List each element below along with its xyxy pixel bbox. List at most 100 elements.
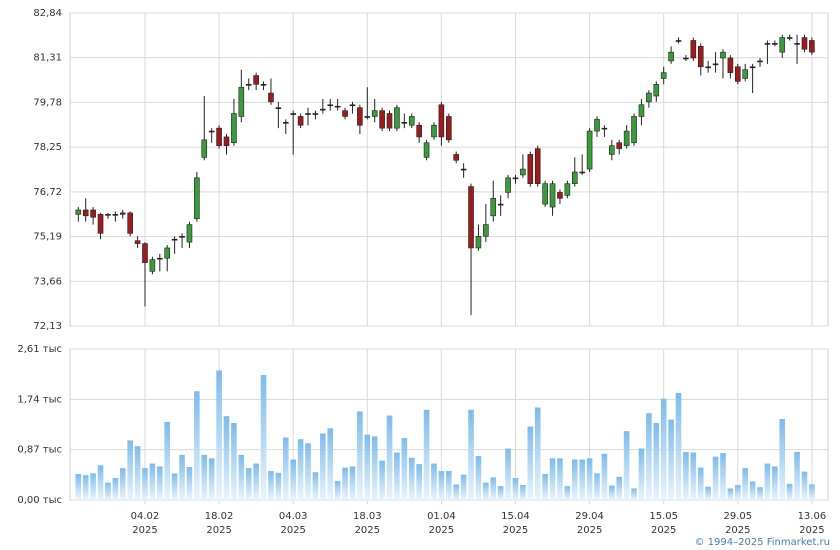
volume-tick-label: 2,61 тыс <box>17 344 62 355</box>
volume-bar <box>394 452 400 500</box>
candle-body <box>260 84 267 86</box>
volume-bar <box>142 468 148 500</box>
candle-body <box>97 214 104 234</box>
volume-bar <box>334 480 341 500</box>
price-frame <box>69 12 829 327</box>
candle-body <box>157 257 163 260</box>
volume-bar <box>260 375 267 500</box>
candle-body <box>690 40 697 59</box>
candle-body <box>416 124 422 138</box>
candle-body <box>483 224 489 237</box>
volume-bar <box>601 453 608 500</box>
copyright: © 1994–2025 Finmarket.ru <box>694 537 830 548</box>
y-tick-label: 76,72 <box>33 187 62 198</box>
volume-bar <box>245 468 252 500</box>
candle-body <box>697 46 704 68</box>
candle-body <box>809 40 815 53</box>
candle-body <box>431 124 437 138</box>
volume-bar <box>490 477 497 500</box>
volume-bar <box>705 486 711 500</box>
volume-bar <box>512 478 519 500</box>
x-tick-label: 01.04 <box>427 511 456 522</box>
candle-body <box>194 177 200 220</box>
candle-body <box>542 183 548 205</box>
volume-bar <box>468 409 474 500</box>
candle-body <box>105 214 111 216</box>
volume-bar <box>112 478 119 500</box>
volume-bar <box>683 451 689 500</box>
volume-bar <box>794 451 800 500</box>
volume-bar <box>90 473 96 500</box>
y-tick-label: 82,84 <box>33 8 62 19</box>
x-tick-label: 2025 <box>132 525 157 536</box>
volume-bar <box>238 454 245 500</box>
volume-bar <box>646 413 652 500</box>
candle-body <box>320 108 326 111</box>
volume-bar <box>675 392 682 500</box>
candle-body <box>564 183 571 196</box>
candle-body <box>786 37 793 39</box>
x-tick-label: 29.04 <box>575 511 604 522</box>
candle-body <box>171 238 178 241</box>
y-tick-label: 75,19 <box>33 232 62 243</box>
candle-body <box>290 113 296 115</box>
candle-body <box>668 51 674 62</box>
y-tick-label: 72,13 <box>33 321 62 332</box>
candle-body <box>275 107 282 109</box>
candle-body <box>653 84 660 97</box>
candle-body <box>490 197 497 217</box>
volume-bar <box>164 421 171 500</box>
candle-body <box>616 142 623 149</box>
candle-body <box>631 116 637 144</box>
volume-bar <box>105 482 111 500</box>
volume-bar <box>312 472 319 500</box>
candle-body <box>534 148 541 184</box>
x-tick-label: 2025 <box>799 525 824 536</box>
volume-bar <box>697 467 704 500</box>
volume-bar <box>401 438 408 500</box>
volume-bar <box>194 391 200 500</box>
candle-body <box>505 177 511 193</box>
volume-bar <box>453 484 460 500</box>
volume-bar <box>668 419 674 500</box>
candle-body <box>297 116 304 126</box>
volume-bar <box>438 471 445 500</box>
volume-bar <box>616 476 623 500</box>
candle-body <box>675 40 682 42</box>
candle-body <box>734 66 741 82</box>
candle-body <box>253 75 259 85</box>
candle-body <box>549 183 556 208</box>
volume-bar <box>282 437 289 500</box>
volume-bar <box>364 434 371 500</box>
volume-bar <box>171 473 178 500</box>
candle-body <box>468 186 474 249</box>
candle-body <box>201 139 208 158</box>
candle-body <box>386 113 393 129</box>
volume-bar <box>720 453 726 500</box>
x-tick-label: 2025 <box>429 525 454 536</box>
candle-body <box>497 203 504 206</box>
volume-bar <box>446 471 452 500</box>
candle-body <box>208 130 215 133</box>
candle-body <box>801 37 808 50</box>
volume-tick-label: 0,87 тыс <box>17 445 62 456</box>
volume-bar <box>549 458 556 500</box>
volume-bar <box>253 463 259 500</box>
volume-bar <box>749 481 756 500</box>
candle-body <box>594 119 600 132</box>
volume-bar <box>216 370 222 500</box>
candle-body <box>557 192 563 199</box>
candle-body <box>90 209 96 218</box>
candle-body <box>238 86 245 117</box>
volume-bar <box>542 473 548 500</box>
volume-bar <box>557 458 563 500</box>
volume-bar <box>579 459 585 500</box>
volume-bar <box>712 456 719 500</box>
volume-bar <box>423 409 430 500</box>
candle-body <box>134 240 141 244</box>
volume-bar <box>431 463 437 500</box>
volume-bar <box>483 482 489 500</box>
candle-body <box>401 122 408 124</box>
candle-body <box>512 177 519 180</box>
